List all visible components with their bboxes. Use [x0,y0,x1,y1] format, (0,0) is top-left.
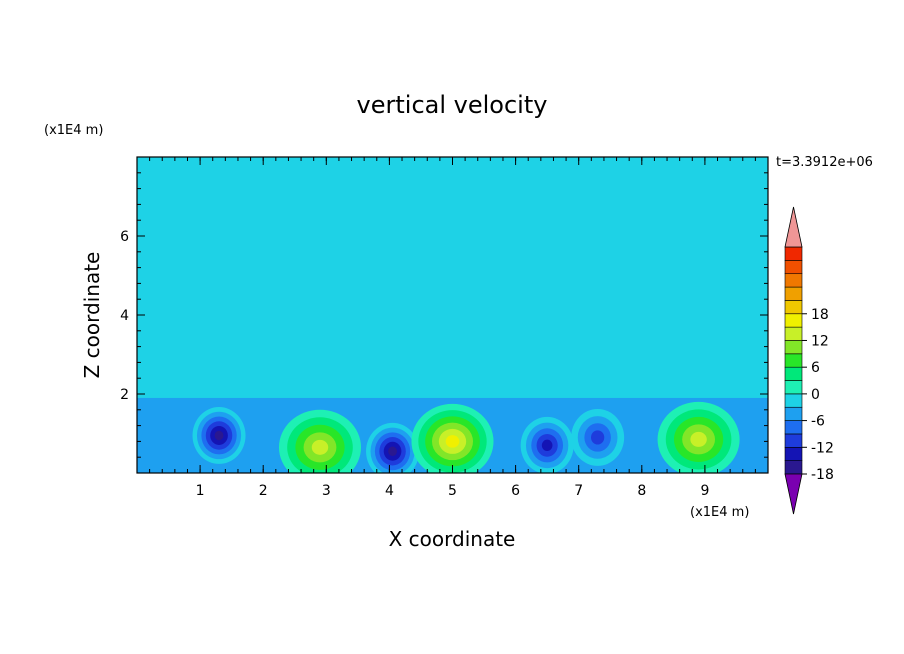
colorbar-segment [784,366,803,381]
velocity-cell [657,401,740,473]
colorbar-segment [784,300,803,315]
y-tick-label: 6 [120,229,129,245]
colorbar-tick-label: -12 [811,440,834,456]
colorbar-segment [784,340,803,355]
velocity-field [137,157,768,473]
colorbar-tick-label: 12 [811,333,829,349]
contour-level [541,439,553,452]
y-axis-title: Z coordinate [80,252,104,379]
y-tick-label: 4 [120,308,129,324]
colorbar-segment [784,273,803,288]
chart-title: vertical velocity [357,91,548,119]
colorbar-segment [784,433,803,448]
colorbar-tick-label: -6 [811,414,825,430]
colorbar-segment [784,380,803,395]
colorbar: 18 12 6 0 -6 -12 -18 [784,206,834,515]
velocity-cell [571,409,625,466]
x-tick-label: 1 [196,483,205,499]
x-tick-label: 6 [511,483,520,499]
colorbar-max-arrow [784,206,803,248]
velocity-cell [366,422,420,473]
x-tick-label: 4 [385,483,394,499]
axis-ticks: 1 2 3 4 5 6 7 8 9 2 4 6 [120,156,769,499]
colorbar-tick-label: 18 [811,307,829,323]
colorbar-segment [784,393,803,408]
colorbar-segment [784,420,803,435]
contour-level [311,439,329,455]
x-tick-label: 2 [259,483,268,499]
y-tick-label: 2 [120,387,129,403]
colorbar-tick-label: -18 [811,467,834,483]
colorbar-segment [784,260,803,275]
colorbar-segment [784,313,803,328]
colorbar-segment [784,446,803,461]
velocity-cell [520,416,574,473]
colorbar-segment [784,246,803,261]
colorbar-tick-label: 6 [811,360,820,376]
colorbar-tick-label: 0 [811,387,820,403]
x-axis-title: X coordinate [389,527,516,551]
time-stamp: t=3.3912e+06 [776,155,873,170]
colorbar-segment [784,460,803,475]
colorbar-segment [784,286,803,301]
velocity-cell [192,407,246,464]
contour-level [591,430,605,445]
y-axis-unit: (x1E4 m) [44,123,103,138]
x-tick-label: 5 [448,483,457,499]
velocity-cell [411,403,494,473]
x-tick-label: 8 [637,483,646,499]
colorbar-segment [784,353,803,368]
x-tick-label: 3 [322,483,331,499]
x-tick-label: 9 [700,483,709,499]
colorbar-segment [784,326,803,341]
x-tick-label: 7 [574,483,583,499]
contour-level [690,431,707,447]
colorbar-min-arrow [784,473,803,515]
contour-level [445,435,460,448]
velocity-cell [278,409,361,473]
colorbar-segment [784,406,803,421]
contour-level [214,430,224,441]
x-axis-unit: (x1E4 m) [690,505,749,520]
contour-level [388,446,397,457]
